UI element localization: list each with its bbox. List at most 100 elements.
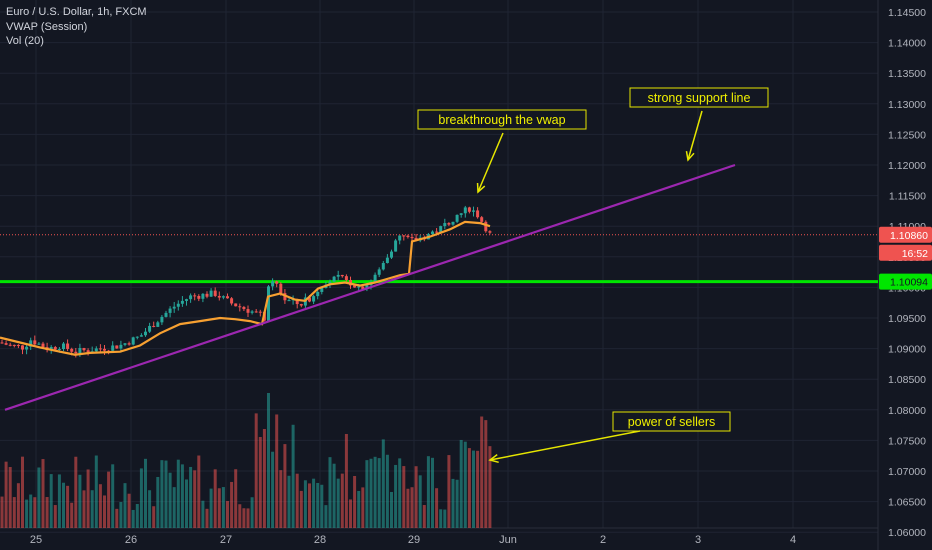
volume-bar	[250, 497, 254, 528]
candle-body	[111, 345, 115, 351]
candle-body	[353, 285, 357, 288]
volume-bar	[308, 483, 311, 528]
candle-body	[336, 274, 340, 277]
candle-body	[234, 303, 238, 307]
volume-bar	[205, 508, 209, 528]
candle-body	[115, 345, 119, 349]
annotation-box[interactable]	[612, 411, 731, 432]
volume-bar	[455, 479, 459, 528]
volume-bars	[0, 393, 492, 528]
annotation-box[interactable]	[629, 87, 769, 108]
time-tick-label: 26	[125, 534, 137, 546]
volume-bar	[152, 506, 156, 528]
price-tags: 1.10860 16:52 1.10094	[879, 226, 932, 290]
candle-body	[402, 235, 406, 237]
volume-bar	[431, 457, 434, 528]
candle-body	[53, 347, 57, 350]
candle-body	[279, 283, 283, 294]
volume-bar	[435, 488, 439, 528]
price-tick-label: 1.11500	[889, 191, 926, 203]
volume-bar	[8, 467, 12, 528]
candle-body	[41, 343, 45, 348]
candle-body	[12, 344, 16, 346]
annotation-text[interactable]: power of sellers	[628, 415, 716, 429]
volume-bar	[283, 444, 287, 528]
candle-body	[332, 276, 336, 282]
candle-body	[435, 231, 439, 233]
price-tick-label: 1.13000	[888, 99, 926, 111]
volume-bar	[86, 469, 90, 528]
candle-body	[139, 335, 143, 337]
candle-body	[365, 285, 369, 290]
volume-bar	[361, 487, 365, 528]
symbol-title[interactable]: Euro / U.S. Dollar, 1h, FXCM	[6, 6, 147, 18]
candle-body	[135, 336, 139, 338]
candle-body	[70, 348, 74, 352]
price-tick-label: 1.13500	[888, 68, 926, 80]
volume-bar	[451, 478, 455, 528]
vwap-indicator-label[interactable]: VWAP (Session)	[6, 20, 88, 33]
volume-bar	[398, 458, 402, 528]
volume-bar	[344, 433, 348, 528]
candle-body	[431, 231, 434, 235]
volume-bar	[94, 455, 98, 528]
candle-body	[164, 312, 168, 317]
volume-bar	[480, 416, 484, 528]
volume-bar	[254, 413, 258, 528]
time-axis[interactable]: 25 26 27 28 29 Jun 2 3 4	[30, 534, 796, 546]
volume-bar	[390, 491, 393, 528]
volume-bar	[234, 469, 238, 528]
candle-body	[361, 286, 365, 290]
candle-body	[201, 293, 205, 299]
annotation-text[interactable]: breakthrough the vwap	[438, 113, 565, 127]
candle-body	[295, 299, 299, 305]
volume-bar	[90, 490, 94, 528]
volume-bar	[209, 488, 213, 528]
volume-bar	[246, 508, 250, 528]
volume-bar	[488, 446, 492, 528]
candle-body	[439, 226, 443, 233]
annotations[interactable]: breakthrough the vwap strong support line…	[417, 87, 769, 464]
candle-body	[103, 348, 106, 351]
volume-bar	[176, 459, 180, 528]
volume-bar	[385, 454, 389, 528]
volume-bar	[111, 464, 115, 528]
volume-bar	[275, 414, 279, 528]
candle-body	[250, 311, 254, 313]
volume-bar	[476, 450, 480, 528]
volume-bar	[418, 475, 422, 528]
annotation-arrow-line	[687, 110, 703, 161]
volume-bar	[4, 461, 8, 528]
trend-line[interactable]	[4, 163, 736, 411]
volume-bar	[197, 455, 201, 528]
volume-bar	[226, 501, 229, 528]
volume-bar	[443, 509, 447, 528]
annotation-box[interactable]	[417, 109, 587, 130]
time-tick-label: 25	[30, 534, 42, 546]
price-tick-label: 1.09500	[888, 313, 926, 325]
candle-body	[467, 207, 471, 212]
candle-body	[185, 299, 188, 301]
candle-body	[230, 298, 234, 304]
candle-body	[381, 263, 385, 270]
volume-bar	[353, 476, 357, 528]
volume-bar	[123, 483, 127, 528]
volume-indicator-label[interactable]: Vol (20)	[6, 35, 44, 47]
countdown-tag-bg	[879, 244, 932, 261]
chart-grid	[0, 0, 879, 550]
volume-bar	[57, 474, 61, 528]
candle-body	[283, 293, 287, 301]
volume-bar	[66, 485, 70, 528]
candle-body	[455, 214, 459, 222]
candle-body	[127, 343, 131, 345]
candle-body	[320, 288, 324, 292]
candle-body	[29, 340, 33, 347]
volume-bar	[189, 466, 193, 528]
candle-body	[94, 348, 98, 352]
volume-bar	[16, 483, 20, 528]
annotation-text[interactable]: strong support line	[648, 91, 751, 105]
candle-body	[49, 347, 53, 351]
candle-body	[299, 304, 303, 306]
volume-bar	[242, 508, 246, 528]
